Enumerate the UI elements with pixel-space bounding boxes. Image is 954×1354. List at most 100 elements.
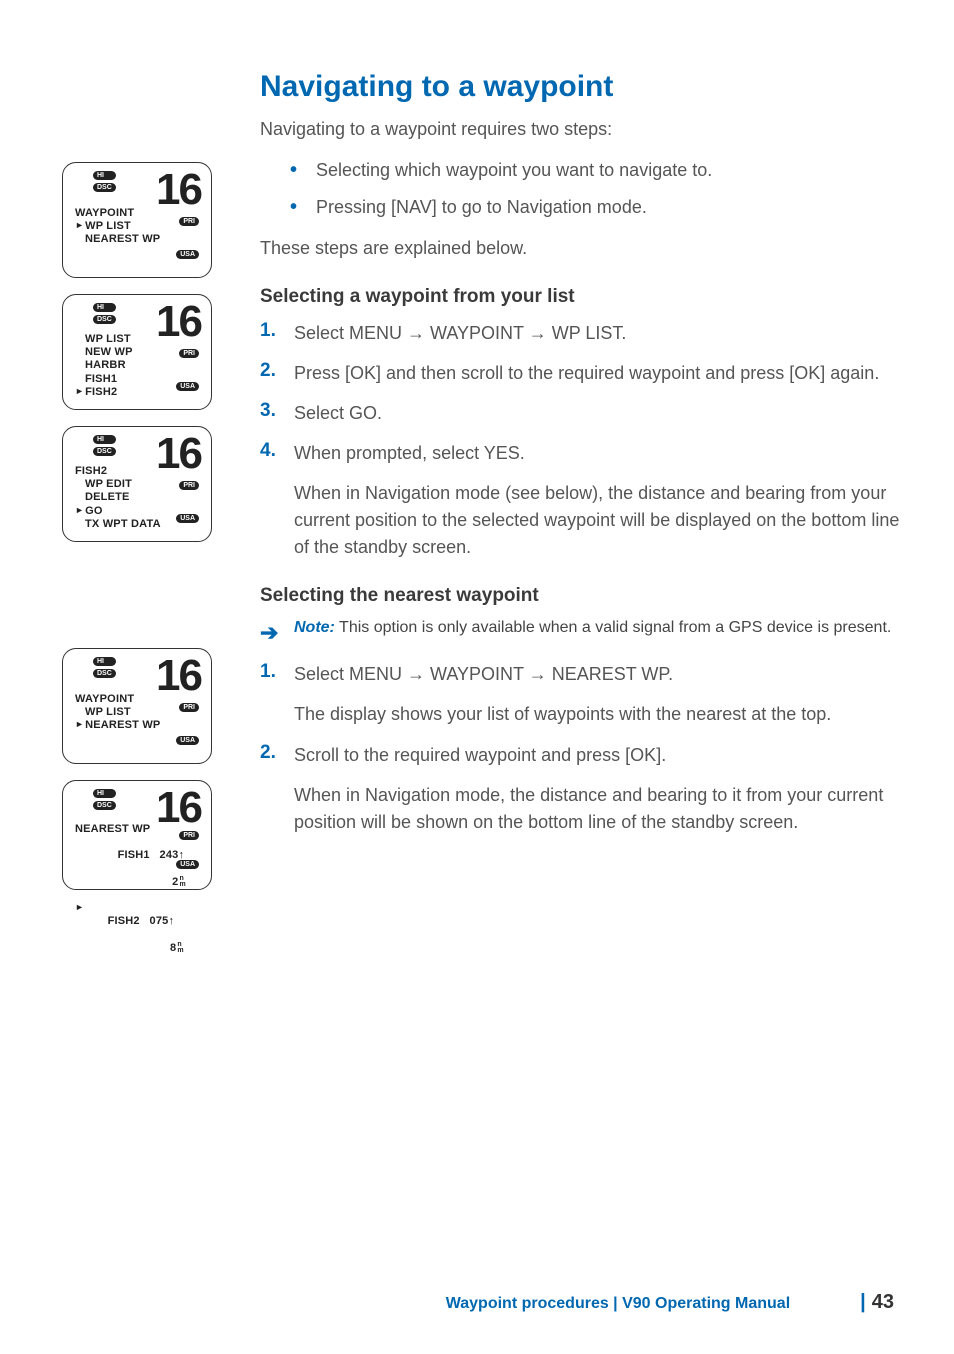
pri-badge: PRI	[179, 481, 199, 490]
channel-number: 16	[156, 429, 201, 479]
lcd-top-badges: HI DSC	[93, 435, 116, 459]
section-b-steps-2: 2. Scroll to the required waypoint and p…	[260, 742, 900, 770]
menu-line: WP EDIT	[75, 478, 161, 491]
pri-badge: PRI	[179, 349, 199, 358]
section-b-heading: Selecting the nearest waypoint	[260, 585, 900, 607]
menu-line-selected: WP LIST	[75, 220, 160, 233]
lcd-screen-nearest-menu: HI DSC 16 PRI USA WAYPOINT WP LIST NEARE…	[62, 648, 212, 764]
hi-badge: HI	[93, 657, 116, 666]
section-a-steps: 1. Select MENU → WAYPOINT → WP LIST. 2. …	[260, 320, 900, 468]
lcd-menu: FISH2 WP EDIT DELETE GO TX WPT DATA	[75, 465, 161, 531]
nm-unit: nm	[177, 942, 183, 953]
usa-badge: USA	[176, 382, 199, 391]
footer: Waypoint procedures | V90 Operating Manu…	[60, 1291, 894, 1314]
nm-unit: nm	[179, 876, 185, 887]
step-number: 1.	[260, 661, 294, 689]
wp-name: FISH2	[108, 915, 140, 927]
lcd-screen-fish2: HI DSC 16 PRI USA FISH2 WP EDIT DELETE G…	[62, 426, 212, 542]
usa-badge: USA	[176, 514, 199, 523]
bearing-icon: ↑	[168, 915, 174, 927]
intro-text: Navigating to a waypoint requires two st…	[260, 116, 900, 143]
bullet-list: • Selecting which waypoint you want to n…	[290, 157, 900, 221]
nearest-row-selected: FISH2 075↑ ►FISH2 078nm	[75, 902, 186, 968]
wp-dist: 8	[170, 942, 176, 954]
lcd-right-badges: PRI USA	[176, 217, 199, 259]
pri-badge: PRI	[179, 217, 199, 226]
wp-dist: 2	[172, 876, 178, 888]
page-title: Navigating to a waypoint	[260, 70, 900, 104]
note: ➔ Note: This option is only available wh…	[260, 619, 900, 648]
pri-badge: PRI	[179, 703, 199, 712]
step: 1. Select MENU → WAYPOINT → WP LIST.	[260, 320, 900, 348]
menu-line: WP LIST	[75, 706, 160, 719]
bearing-icon: ↑	[178, 849, 184, 861]
step-number: 4.	[260, 440, 294, 468]
menu-line-selected: GO	[75, 505, 161, 518]
note-text: Note: This option is only available when…	[294, 619, 891, 648]
menu-line: NEAREST WP	[75, 823, 186, 836]
menu-line: FISH1	[75, 373, 133, 386]
spacer	[62, 558, 217, 648]
step: 2. Press [OK] and then scroll to the req…	[260, 360, 900, 388]
nearest-row: FISH1 243↑ FISH1 242nm	[75, 836, 186, 902]
wp-name: FISH1	[118, 849, 150, 861]
step: 2. Scroll to the required waypoint and p…	[260, 742, 900, 770]
dsc-badge: DSC	[93, 447, 116, 456]
intro-text-2: These steps are explained below.	[260, 235, 900, 262]
lcd-right-badges: PRI USA	[176, 703, 199, 745]
hi-badge: HI	[93, 789, 116, 798]
step-text: Select MENU → WAYPOINT → WP LIST.	[294, 320, 626, 348]
arrow-right-icon: ➔	[260, 619, 294, 648]
menu-line: WAYPOINT	[75, 207, 160, 220]
hi-badge: HI	[93, 303, 116, 312]
lcd-menu: NEAREST WP FISH1 243↑ FISH1 242nm FISH2 …	[75, 823, 186, 968]
step-text: Scroll to the required waypoint and pres…	[294, 742, 666, 770]
step: 1. Select MENU → WAYPOINT → NEAREST WP.	[260, 661, 900, 689]
channel-number: 16	[156, 651, 201, 701]
lcd-menu: WAYPOINT WP LIST NEAREST WP	[75, 693, 160, 733]
channel-number: 16	[156, 297, 201, 347]
lcd-menu: WP LIST NEW WP HARBR FISH1 FISH2	[75, 333, 133, 399]
lcd-menu: WAYPOINT WP LIST NEAREST WP	[75, 207, 160, 247]
dsc-badge: DSC	[93, 315, 116, 324]
menu-line: TX WPT DATA	[75, 518, 161, 531]
dsc-badge: DSC	[93, 669, 116, 678]
bullet-icon: •	[290, 157, 316, 183]
dsc-badge: DSC	[93, 801, 116, 810]
step: 4. When prompted, select YES.	[260, 440, 900, 468]
bullet-item: • Pressing [NAV] to go to Navigation mod…	[290, 194, 900, 221]
lcd-top-badges: HI DSC	[93, 303, 116, 327]
step-text: Select MENU → WAYPOINT → NEAREST WP.	[294, 661, 673, 689]
step-text: When prompted, select YES.	[294, 440, 525, 468]
wp-bearing: 243	[160, 849, 179, 861]
section-b-follow1: The display shows your list of waypoints…	[294, 701, 900, 728]
lcd-figures: HI DSC 16 PRI USA WAYPOINT WP LIST NEARE…	[62, 162, 217, 906]
step-number: 1.	[260, 320, 294, 348]
footer-page-number: 43	[872, 1291, 894, 1314]
menu-line-selected: NEAREST WP	[75, 719, 160, 732]
step-text: Select GO.	[294, 400, 382, 428]
menu-line: WAYPOINT	[75, 693, 160, 706]
menu-line: NEAREST WP	[75, 233, 160, 246]
usa-badge: USA	[176, 736, 199, 745]
note-body: This option is only available when a val…	[335, 619, 891, 636]
footer-separator: |	[860, 1291, 866, 1314]
hi-badge: HI	[93, 171, 116, 180]
step-number: 2.	[260, 360, 294, 388]
bullet-text: Selecting which waypoint you want to nav…	[316, 157, 712, 184]
menu-line: HARBR	[75, 359, 133, 372]
lcd-right-badges: PRI USA	[176, 349, 199, 391]
lcd-top-badges: HI DSC	[93, 171, 116, 195]
lcd-screen-wplist: HI DSC 16 PRI USA WP LIST NEW WP HARBR F…	[62, 294, 212, 410]
wp-bearing: 075	[150, 915, 169, 927]
section-a-followup: When in Navigation mode (see below), the…	[294, 480, 900, 561]
section-b-steps: 1. Select MENU → WAYPOINT → NEAREST WP.	[260, 661, 900, 689]
usa-badge: USA	[176, 250, 199, 259]
section-a-heading: Selecting a waypoint from your list	[260, 286, 900, 308]
menu-line: NEW WP	[75, 346, 133, 359]
lcd-top-badges: HI DSC	[93, 789, 116, 813]
step: 3. Select GO.	[260, 400, 900, 428]
lcd-top-badges: HI DSC	[93, 657, 116, 681]
bullet-icon: •	[290, 194, 316, 220]
menu-line: DELETE	[75, 491, 161, 504]
